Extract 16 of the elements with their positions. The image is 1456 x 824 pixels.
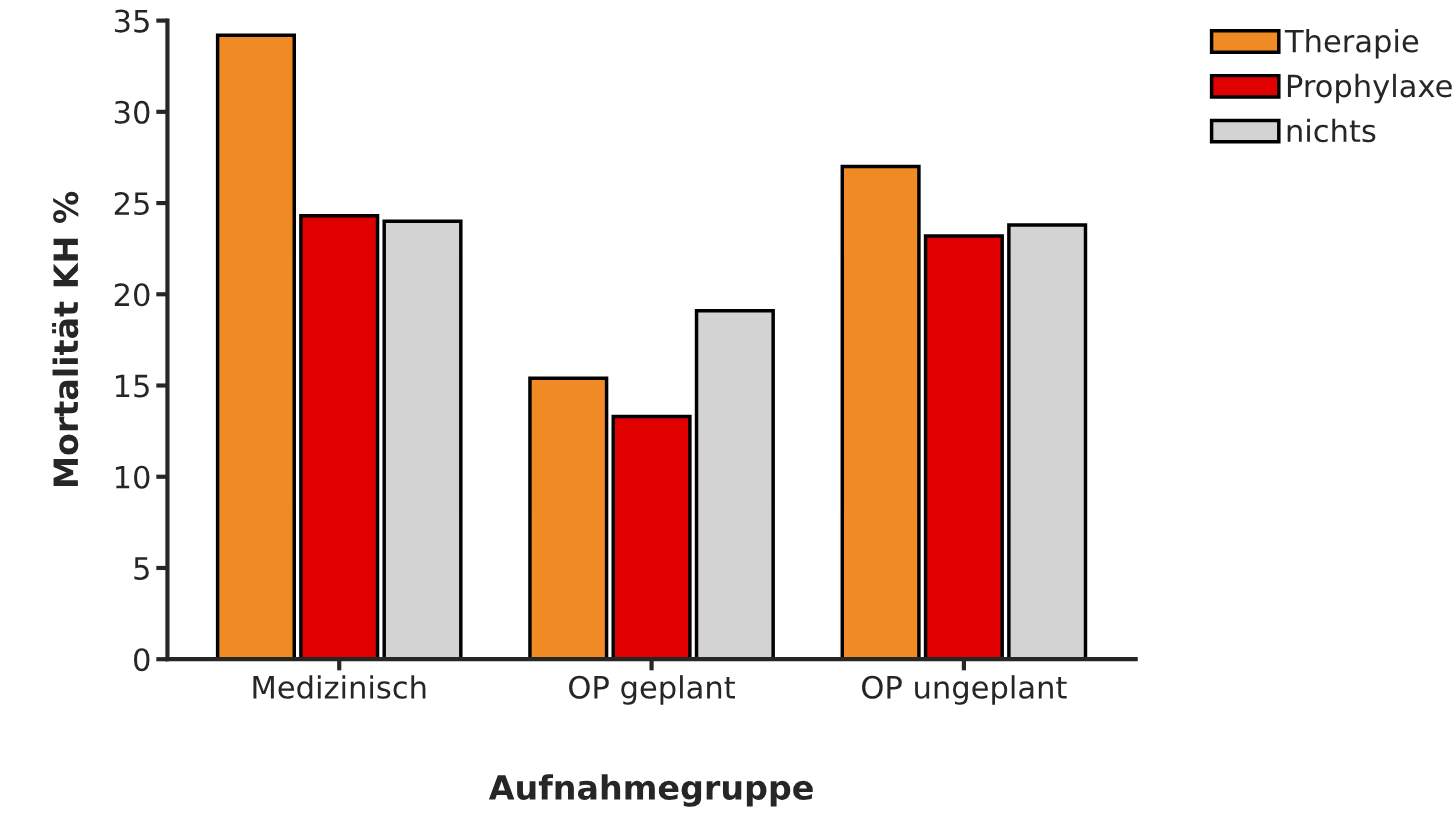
y-tick-label: 5 — [134, 557, 149, 581]
x-tick-label: OP ungeplant — [862, 675, 1067, 705]
y-tick-label: 35 — [114, 9, 149, 33]
y-tick-label: 25 — [114, 191, 149, 216]
legend-label: Prophylaxe — [1287, 73, 1452, 104]
y-tick-label: 20 — [114, 283, 150, 307]
y-tick-label: 0 — [134, 648, 150, 672]
x-axis-title: Aufnahmegruppe — [488, 774, 813, 807]
y-axis-title: Mortalität KH % — [52, 191, 79, 487]
y-tick-label: 10 — [115, 465, 150, 489]
legend-label: Therapie — [1284, 28, 1419, 59]
y-tick-label: 30 — [114, 100, 150, 124]
x-tick-label: OP geplant — [569, 675, 735, 705]
y-tick-label: 15 — [115, 374, 149, 398]
x-tick-label: Medizinisch — [253, 675, 426, 699]
legend-label: nichts — [1287, 118, 1376, 143]
